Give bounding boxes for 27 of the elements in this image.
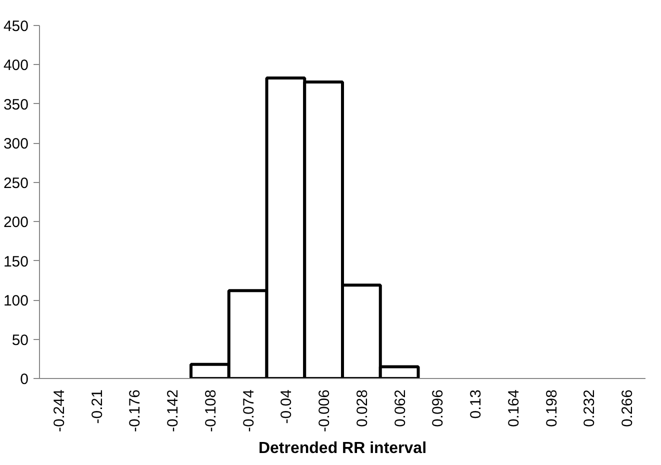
x-tick-label: -0.142 bbox=[164, 389, 182, 432]
y-tick-label: 200 bbox=[3, 214, 29, 232]
y-tick-label: 50 bbox=[12, 332, 29, 349]
y-tick-label: 250 bbox=[3, 174, 29, 192]
x-axis-title: Detrended RR interval bbox=[258, 440, 427, 458]
y-tick-label: 300 bbox=[3, 136, 29, 153]
y-tick-label: 350 bbox=[3, 96, 29, 114]
x-tick-label: -0.244 bbox=[50, 389, 68, 432]
x-tick-label: -0.21 bbox=[88, 389, 106, 424]
x-tick-label: -0.006 bbox=[316, 389, 334, 432]
x-tick-label: 0.266 bbox=[619, 389, 636, 428]
x-tick-label: -0.176 bbox=[126, 389, 144, 432]
x-tick-label: 0.062 bbox=[392, 389, 409, 428]
y-tick-label: 100 bbox=[3, 292, 29, 310]
x-tick-label: -0.108 bbox=[202, 389, 220, 432]
x-tick-label: -0.04 bbox=[278, 389, 296, 424]
x-tick-label: 0.13 bbox=[468, 389, 485, 419]
x-tick-label: 0.028 bbox=[354, 389, 371, 428]
y-tick-label: 0 bbox=[20, 371, 28, 388]
x-tick-label: 0.232 bbox=[581, 389, 598, 428]
x-tick-label: -0.074 bbox=[240, 389, 258, 432]
y-tick-label: 400 bbox=[3, 57, 29, 74]
x-tick-label: 0.198 bbox=[543, 389, 560, 428]
x-tick-label: 0.164 bbox=[505, 389, 522, 428]
x-tick-label: 0.096 bbox=[430, 389, 447, 428]
y-tick-label: 450 bbox=[3, 18, 29, 35]
y-tick-label: 150 bbox=[3, 253, 29, 270]
